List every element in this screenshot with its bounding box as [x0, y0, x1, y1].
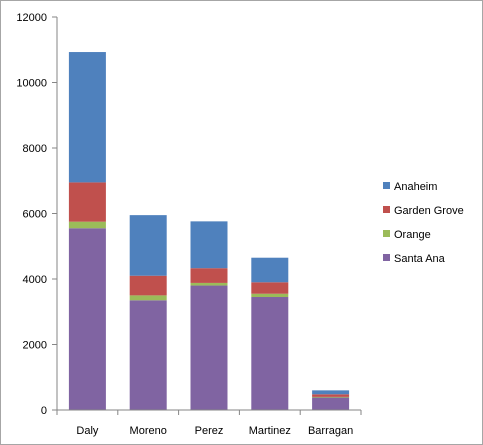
bar-anaheim-daly: [68, 52, 106, 183]
legend-label: Garden Grove: [394, 205, 464, 217]
x-tick-label: Daly: [76, 425, 99, 437]
bar-garden-grove-martinez: [251, 282, 289, 294]
bar-garden-grove-moreno: [129, 275, 167, 296]
legend-label: Santa Ana: [394, 253, 446, 265]
legend-swatch: [383, 182, 390, 189]
bar-anaheim-moreno: [129, 215, 167, 276]
legend-swatch: [383, 254, 390, 261]
y-axis: 0 2000 4000 6000 8000 10000 12000: [16, 12, 58, 417]
bar-santa-ana-moreno: [129, 300, 167, 410]
y-tick-label: 12000: [16, 12, 47, 24]
bar-anaheim-perez: [190, 221, 228, 269]
bar-anaheim-barragan: [312, 390, 350, 395]
y-tick-label: 8000: [23, 143, 47, 155]
x-tick-label: Perez: [195, 425, 224, 437]
bar-orange-moreno: [129, 295, 167, 301]
legend-label: Orange: [394, 229, 431, 241]
y-tick-label: 6000: [23, 209, 47, 221]
x-axis: Daly Moreno Perez Martinez Barragan: [56, 409, 362, 437]
bar-santa-ana-barragan: [312, 397, 350, 410]
x-tick-label: Martinez: [249, 425, 291, 437]
y-tick-label: 10000: [16, 78, 47, 90]
bar-garden-grove-daly: [68, 182, 106, 222]
legend-swatch: [383, 206, 390, 213]
bar-santa-ana-daly: [68, 228, 106, 410]
x-tick-label: Moreno: [130, 425, 167, 437]
bar-santa-ana-perez: [190, 285, 228, 410]
bar-garden-grove-barragan: [312, 394, 350, 397]
bar-garden-grove-perez: [190, 268, 228, 283]
bar-orange-martinez: [251, 293, 289, 298]
y-tick-label: 2000: [23, 340, 47, 352]
x-tick-label: Barragan: [308, 425, 353, 437]
legend: Anaheim Garden Grove Orange Santa Ana: [383, 181, 464, 265]
y-tick-label: 0: [41, 405, 47, 417]
bar-santa-ana-martinez: [251, 297, 289, 410]
legend-swatch: [383, 230, 390, 237]
bar-orange-barragan: [312, 396, 350, 398]
bar-orange-perez: [190, 282, 228, 286]
bar-orange-daly: [68, 221, 106, 229]
bar-anaheim-martinez: [251, 257, 289, 283]
y-tick-label: 4000: [23, 274, 47, 286]
legend-label: Anaheim: [394, 181, 437, 193]
bars: [68, 52, 350, 410]
